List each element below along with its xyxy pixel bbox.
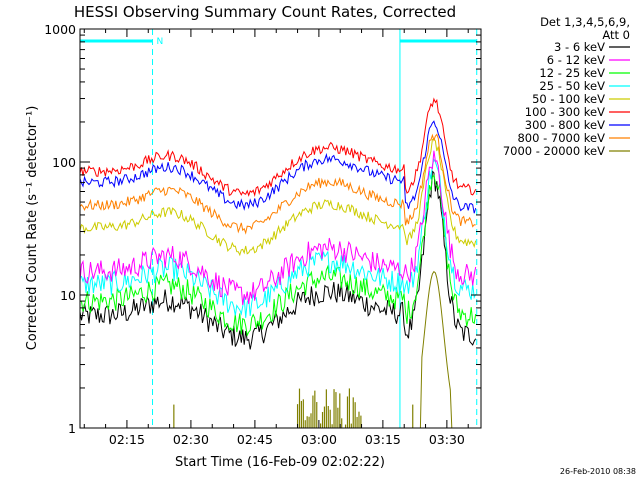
- y-axis-label: Corrected Count Rate (s⁻¹ detector⁻¹): [25, 106, 40, 351]
- series-layer: [79, 97, 477, 429]
- series-line: [79, 174, 477, 337]
- series-line: [79, 97, 477, 197]
- legend-entry-label: 800 - 7000 keV: [517, 131, 605, 145]
- series-line: [79, 138, 477, 257]
- legend-entry-label: 6 - 12 keV: [547, 53, 605, 67]
- x-tick-label: 02:30: [173, 432, 209, 447]
- x-tick-label: 03:30: [429, 432, 465, 447]
- annotation-label: N: [157, 37, 164, 47]
- legend-entry-label: 25 - 50 keV: [539, 79, 605, 93]
- x-tick-label: 02:15: [109, 432, 145, 447]
- y-tick-label: 1000: [44, 22, 76, 37]
- timestamp: 26-Feb-2010 08:38: [560, 467, 636, 476]
- series-line: [79, 120, 477, 214]
- legend-header-line2: Att 0: [602, 28, 630, 42]
- y-tick-label: 1: [68, 421, 76, 436]
- legend-entry-label: 300 - 800 keV: [525, 118, 605, 132]
- axes-layer: 1 10 100 1000 02:15 02:30 02:45 03:00 03:15 03:30: [44, 22, 481, 447]
- legend-entry-label: 100 - 300 keV: [525, 105, 605, 119]
- x-axis-label: Start Time (16-Feb-09 02:02:22): [175, 455, 385, 470]
- legend-entry-label: 12 - 25 keV: [539, 66, 605, 80]
- x-tick-label: 03:15: [365, 432, 401, 447]
- legend-header-line1: Det 1,3,4,5,6,9,: [540, 15, 630, 29]
- series-line: [79, 133, 476, 235]
- y-tick-label: 100: [52, 155, 76, 170]
- legend-entry-label: 50 - 100 keV: [532, 92, 605, 106]
- x-tick-label: 02:45: [237, 432, 273, 447]
- legend-entry-label: 3 - 6 keV: [554, 40, 605, 54]
- y-tick-label: 10: [60, 288, 76, 303]
- plot-frame: [79, 28, 482, 429]
- chart-title: HESSI Observing Summary Count Rates, Cor…: [74, 3, 456, 21]
- series-line: [79, 150, 477, 305]
- x-tick-label: 03:00: [301, 432, 337, 447]
- legend-entry-label: 7000 - 20000 keV: [503, 144, 605, 158]
- series-line: [79, 170, 477, 350]
